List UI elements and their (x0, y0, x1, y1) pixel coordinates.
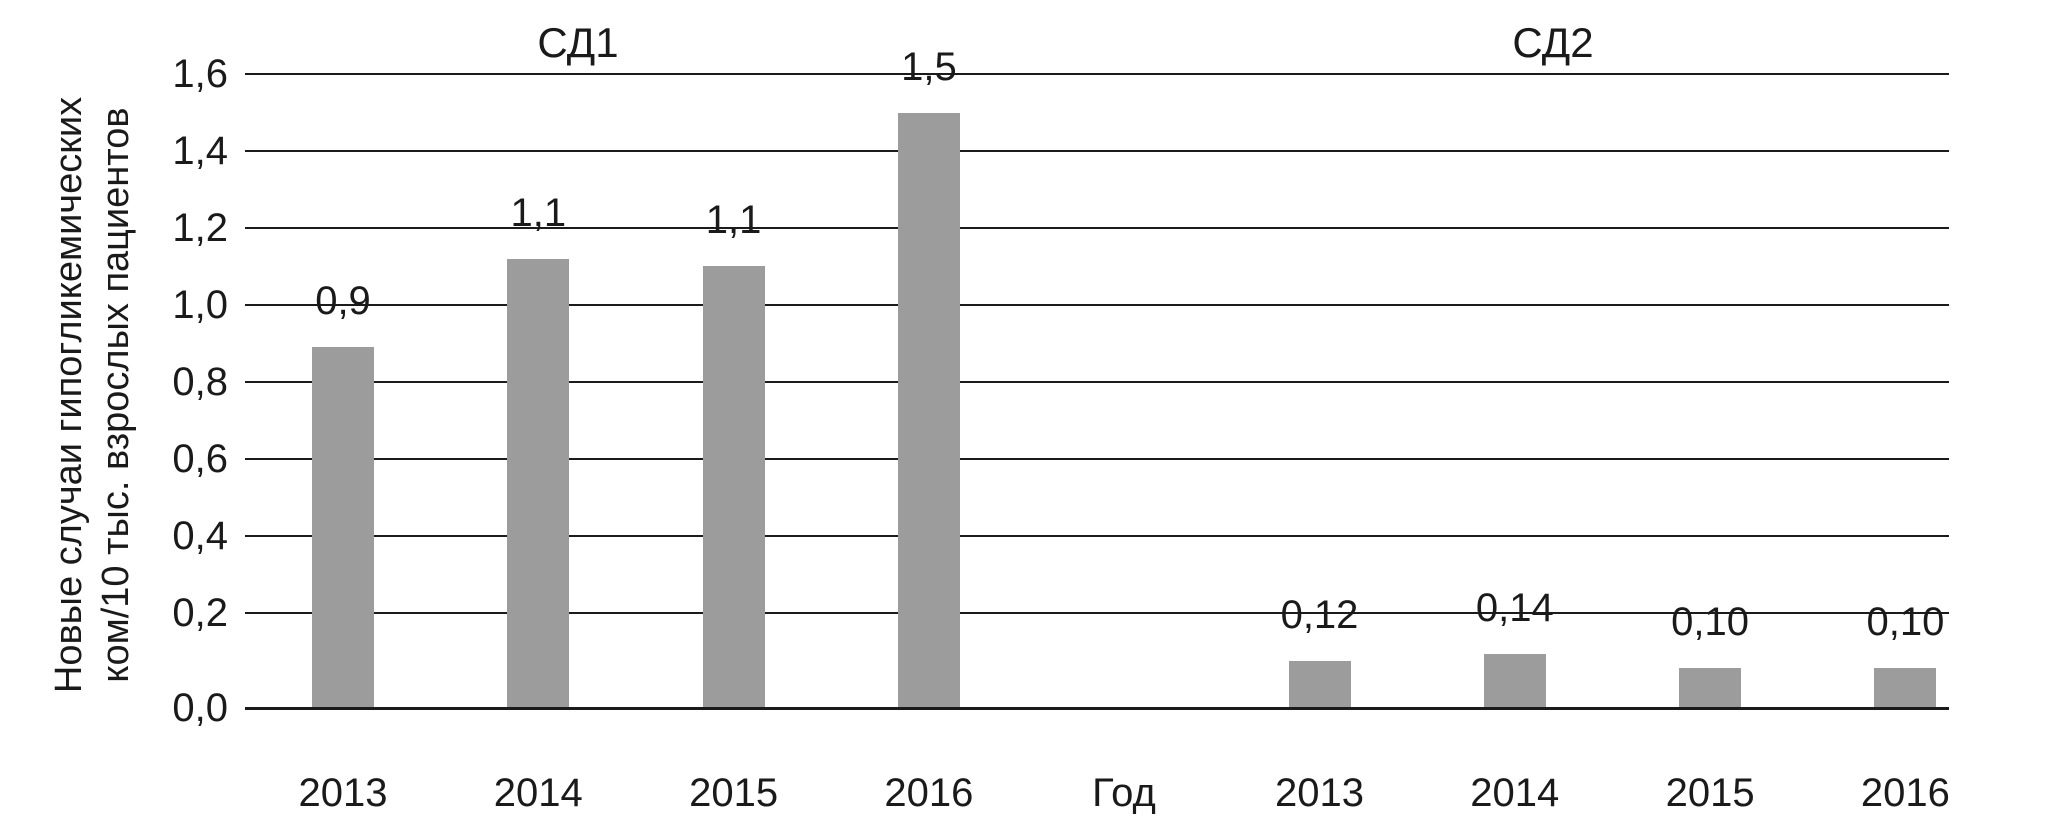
bar-сд2-2013 (1289, 661, 1351, 708)
gridline-0,6 (245, 458, 1949, 460)
x-tick-сд1-2014: 2014 (493, 771, 583, 815)
bar-сд1-2016 (898, 113, 960, 708)
x-tick-сд1-2013: 2013 (298, 771, 388, 815)
y-tick-1,6: 1,6 (172, 52, 228, 96)
bar-value-label: 0,10 (1671, 600, 1750, 644)
x-axis-line (245, 707, 1949, 710)
y-tick-0,6: 0,6 (172, 437, 228, 481)
bar-value-label: 1,1 (510, 191, 567, 235)
bar-сд2-2014 (1484, 654, 1546, 708)
gridline-1,0 (245, 304, 1949, 306)
gridline-1,6 (245, 73, 1949, 75)
y-tick-1,2: 1,2 (172, 206, 228, 250)
group-title-sd2: СД2 (1512, 19, 1594, 66)
gridline-1,4 (245, 150, 1949, 152)
bar-value-label: 0,12 (1280, 593, 1359, 637)
gridline-1,2 (245, 227, 1949, 229)
bar-value-label: 0,9 (315, 279, 371, 323)
y-tick-1,4: 1,4 (172, 129, 228, 173)
x-axis-title: Год (1092, 771, 1156, 815)
bar-value-label: 1,5 (901, 45, 957, 89)
y-tick-0,2: 0,2 (172, 591, 228, 635)
bar-сд1-2013 (312, 347, 374, 708)
gridline-0,4 (245, 535, 1949, 537)
bar-сд1-2014 (507, 259, 569, 708)
x-tick-сд2-2013: 2013 (1275, 771, 1364, 815)
bar-сд1-2015 (703, 266, 765, 708)
gridline-0,8 (245, 381, 1949, 383)
y-tick-0,8: 0,8 (172, 360, 228, 404)
x-tick-сд1-2016: 2016 (884, 771, 974, 815)
x-tick-сд2-2015: 2015 (1665, 771, 1755, 815)
x-tick-сд1-2015: 2015 (689, 771, 779, 815)
x-tick-сд2-2016: 2016 (1860, 771, 1950, 815)
y-tick-1,0: 1,0 (172, 283, 228, 327)
bar-value-label: 0,14 (1475, 586, 1554, 630)
y-tick-0,4: 0,4 (172, 514, 228, 558)
gridline-0,2 (245, 612, 1949, 614)
bar-сд2-2016 (1874, 668, 1936, 708)
bar-value-label: 0,10 (1866, 600, 1945, 644)
group-title-sd1: СД1 (537, 19, 619, 66)
bar-сд2-2015 (1679, 668, 1741, 708)
x-tick-сд2-2014: 2014 (1470, 771, 1560, 815)
y-tick-0,0: 0,0 (172, 686, 228, 730)
bar-value-label: 1,1 (705, 198, 762, 242)
